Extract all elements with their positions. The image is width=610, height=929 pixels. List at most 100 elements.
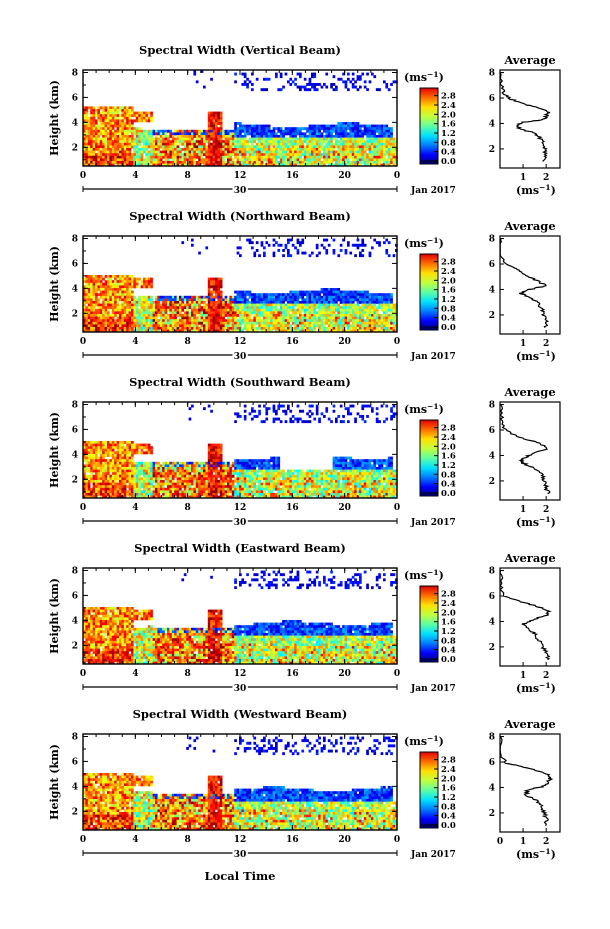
heatmap-cell (366, 148, 369, 151)
heatmap-cell (299, 150, 302, 154)
heatmap-cell (390, 140, 393, 144)
heatmap-cell (282, 293, 285, 297)
heatmap-cell (102, 135, 105, 138)
heatmap-cell (135, 119, 139, 123)
heatmap-cell (167, 161, 170, 164)
heatmap-cell (327, 129, 331, 133)
heatmap-cell (90, 448, 93, 452)
heatmap-cell (248, 303, 252, 307)
heatmap-cell (234, 301, 237, 304)
heatmap-cell (325, 329, 329, 333)
heatmap-cell (133, 142, 137, 146)
heatmap-cell (224, 321, 228, 325)
heatmap-cell (289, 142, 293, 146)
heatmap-cell (111, 485, 115, 489)
heatmap-cell (390, 153, 393, 157)
heatmap-cell (282, 142, 285, 146)
heatmap-cell (239, 316, 242, 320)
heatmap-cell (371, 72, 374, 76)
heatmap-cell (135, 282, 139, 286)
heatmap-cell (181, 140, 185, 144)
heatmap-cell (359, 161, 362, 164)
heatmap-cell (375, 298, 379, 302)
heatmap-cell (186, 306, 189, 310)
heatmap-cell (383, 301, 386, 304)
heatmap-cell (128, 329, 132, 333)
heatmap-cell (219, 316, 223, 320)
heatmap-cell (289, 324, 293, 328)
heatmap-cell (289, 127, 293, 131)
heatmap-cell (383, 311, 386, 315)
heatmap-cell (195, 298, 199, 302)
heatmap-cell (337, 321, 341, 325)
heatmap-cell (243, 303, 247, 307)
heatmap-cell (354, 158, 357, 162)
heatmap-cell (212, 282, 216, 286)
heatmap-cell (373, 142, 377, 146)
heatmap-cell (155, 132, 158, 136)
heatmap-cell (116, 155, 120, 159)
heatmap-cell (171, 161, 175, 164)
heatmap-cell (354, 327, 357, 330)
heatmap-cell (366, 327, 369, 330)
heatmap-cell (116, 293, 120, 297)
heatmap-cell (315, 140, 319, 144)
heatmap-cell (155, 145, 158, 149)
heatmap-cell (363, 327, 367, 330)
heatmap-cell (229, 295, 233, 299)
heatmap-cell (287, 148, 290, 151)
heatmap-cell (299, 329, 302, 333)
heatmap-cell (270, 155, 273, 159)
heatmap-cell (181, 303, 185, 307)
heatmap-cell (219, 127, 223, 131)
heatmap-cell (92, 467, 96, 470)
heatmap-cell (119, 324, 122, 328)
heatmap-cell (92, 285, 96, 289)
heatmap-cell (83, 119, 86, 123)
heatmap-cell (87, 327, 91, 330)
heatmap-cell (287, 161, 290, 164)
heatmap-cell (131, 163, 134, 167)
heatmap-cell (123, 290, 127, 294)
heatmap-cell (277, 293, 281, 297)
heatmap-cell (143, 295, 146, 299)
heatmap-cell (306, 88, 309, 92)
heatmap-cell (212, 111, 216, 115)
heatmap-cell (267, 145, 271, 149)
heatmap-cell (318, 150, 321, 154)
heatmap-cell (356, 137, 360, 141)
heatmap-cell (207, 129, 211, 133)
heatmap-cell (243, 290, 247, 294)
heatmap-cell (188, 319, 192, 323)
heatmap-cell (251, 311, 254, 315)
heatmap-cell (85, 288, 89, 291)
heatmap-cell (306, 158, 309, 162)
heatmap-cell (195, 163, 199, 167)
heatmap-cell (83, 329, 86, 333)
heatmap-cell (99, 148, 103, 151)
heatmap-cell (140, 303, 144, 307)
heatmap-cell (155, 316, 158, 320)
heatmap-cell (294, 316, 297, 320)
heatmap-cell (222, 311, 225, 315)
heatmap-cell (267, 132, 271, 136)
heatmap-cell (366, 124, 369, 128)
heatmap-cell (332, 314, 336, 317)
heatmap-cell (255, 161, 259, 164)
heatmap-cell (179, 316, 182, 320)
heatmap-cell (109, 114, 113, 118)
heatmap-cell (159, 161, 163, 164)
heatmap-cell (359, 251, 362, 255)
heatmap-cell (342, 72, 345, 76)
heatmap-cell (87, 116, 91, 120)
heatmap-cell (126, 109, 129, 112)
heatmap-cell (318, 295, 321, 299)
heatmap-cell (224, 148, 228, 151)
heatmap-cell (375, 145, 379, 149)
heatmap-cell (123, 145, 127, 149)
heatmap-cell (95, 314, 98, 317)
heatmap-cell (200, 148, 204, 151)
heatmap-cell (143, 277, 146, 281)
heatmap-cell (128, 145, 132, 149)
heatmap-cell (119, 153, 122, 157)
